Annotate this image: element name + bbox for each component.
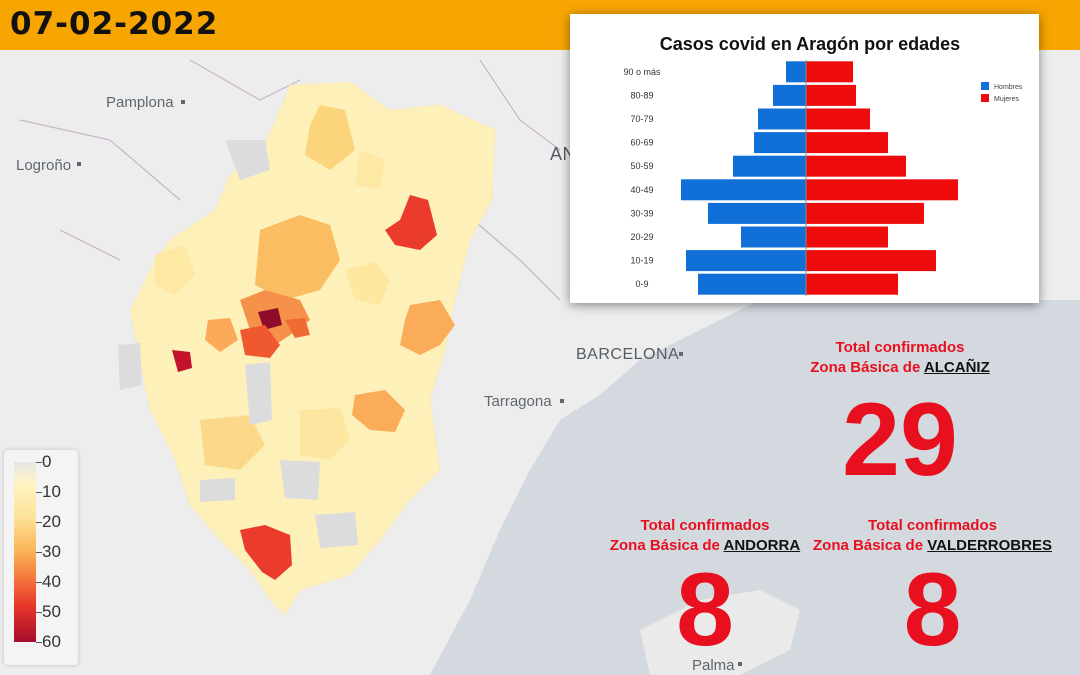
- bar-hombres: [733, 155, 806, 177]
- border-lines: [19, 59, 561, 301]
- stat-alcaniz: Total confirmados Zona Básica de ALCAÑIZ…: [770, 338, 1030, 498]
- bar-hombres: [741, 226, 806, 248]
- bar-hombres: [708, 202, 806, 224]
- category-label: 0-9: [635, 279, 648, 289]
- bar-mujeres: [806, 226, 888, 248]
- island: [640, 590, 800, 675]
- category-label: 70-79: [630, 114, 653, 124]
- legend-tick: [36, 582, 42, 583]
- bar-mujeres: [806, 155, 906, 177]
- city-label-palma: Palma: [692, 657, 735, 674]
- legend-entry: Hombres: [994, 84, 1023, 91]
- legend-label: 30: [42, 542, 61, 561]
- stat-title: Total confirmados: [835, 339, 965, 356]
- legend-tick: [36, 462, 42, 463]
- legend-label: 40: [42, 572, 61, 591]
- legend-swatch: [981, 82, 989, 90]
- bar-mujeres: [806, 202, 924, 224]
- legend-label: 10: [42, 482, 61, 501]
- color-scale-legend: 0 10 20 30 40 50 60: [4, 450, 78, 665]
- category-label: 10-19: [630, 256, 653, 266]
- legend-entry: Mujeres: [994, 96, 1019, 103]
- city-label-tarragona: Tarragona: [484, 393, 552, 410]
- category-label: 30-39: [630, 208, 653, 218]
- category-label: 90 o más: [623, 67, 661, 77]
- legend-tick: [36, 552, 42, 553]
- bar-hombres: [698, 273, 806, 295]
- legend-label: 50: [42, 602, 61, 621]
- category-label: 20-29: [630, 232, 653, 242]
- stat-prefix: Zona Básica de: [609, 537, 720, 554]
- population-pyramid-card: Casos covid en Aragón por edades 90 o má…: [570, 14, 1039, 303]
- legend-label: 60: [42, 632, 61, 651]
- stat-title: Total confirmados: [640, 517, 770, 534]
- stat-valderrobres: Total confirmados Zona Básica de VALDERR…: [805, 516, 1060, 668]
- bar-mujeres: [806, 273, 898, 295]
- bar-hombres: [686, 250, 806, 272]
- bar-mujeres: [806, 250, 936, 272]
- stat-prefix: Zona Básica de: [810, 359, 921, 376]
- legend-swatch: [981, 94, 989, 102]
- stat-value: 8: [676, 552, 734, 668]
- city-label-pamplona: Pamplona: [106, 94, 174, 111]
- category-label: 40-49: [630, 185, 653, 195]
- city-label-logrono: Logroño: [16, 157, 72, 174]
- bar-hombres: [773, 84, 806, 106]
- bar-hombres: [786, 61, 806, 83]
- city-label-andorra-fragment: AN: [550, 144, 577, 164]
- bar-hombres: [681, 179, 806, 201]
- bar-mujeres: [806, 108, 870, 130]
- stat-value: 8: [903, 552, 962, 668]
- stat-andorra: Total confirmados Zona Básica de ANDORRA…: [590, 516, 820, 668]
- stat-zone: VALDERROBRES: [927, 537, 1052, 554]
- bar-hombres: [754, 132, 806, 154]
- bar-mujeres: [806, 132, 888, 154]
- city-label-barcelona: BARCELONA: [576, 346, 680, 363]
- chart-title: Casos covid en Aragón por edades: [660, 34, 960, 54]
- stat-title: Total confirmados: [868, 517, 997, 534]
- bar-mujeres: [806, 179, 958, 201]
- legend-tick: [36, 612, 42, 613]
- bar-mujeres: [806, 61, 853, 83]
- legend-tick: [36, 522, 42, 523]
- stat-value: 29: [842, 382, 958, 498]
- legend-tick: [36, 642, 42, 643]
- stat-prefix: Zona Básica de: [813, 537, 924, 554]
- color-scale-bar: [14, 462, 36, 642]
- population-pyramid-chart: Casos covid en Aragón por edades 90 o má…: [623, 34, 1023, 296]
- date-label: 07-02-2022: [10, 6, 219, 42]
- sea-area: [430, 300, 1080, 675]
- category-label: 80-89: [630, 90, 653, 100]
- category-label: 60-69: [630, 138, 653, 148]
- legend-label: 20: [42, 512, 61, 531]
- bar-hombres: [758, 108, 806, 130]
- stat-zone: ANDORRA: [723, 537, 801, 554]
- legend-label: 0: [42, 452, 52, 471]
- legend-tick: [36, 492, 42, 493]
- stat-zone: ALCAÑIZ: [923, 359, 990, 376]
- category-label: 50-59: [630, 161, 653, 171]
- bar-mujeres: [806, 84, 856, 106]
